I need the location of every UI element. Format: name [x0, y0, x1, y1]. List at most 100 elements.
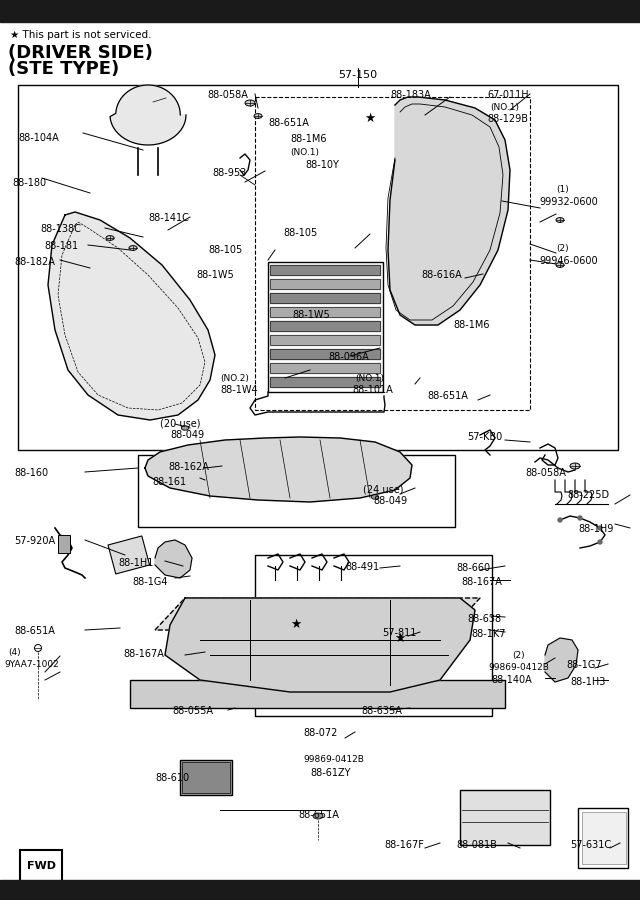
Text: 88-10Y: 88-10Y: [305, 160, 339, 170]
Text: 88-651A: 88-651A: [298, 810, 339, 820]
Text: (NO.1): (NO.1): [490, 103, 519, 112]
Text: 88-651A: 88-651A: [268, 118, 309, 128]
Bar: [270, 265, 380, 275]
Text: 57-150: 57-150: [339, 70, 378, 80]
Text: 88-141C: 88-141C: [148, 213, 189, 223]
Bar: [270, 279, 380, 289]
Bar: [20, 850, 62, 882]
Text: 88-055A: 88-055A: [172, 706, 213, 716]
Text: 88-167A: 88-167A: [461, 577, 502, 587]
Text: (NO.1): (NO.1): [355, 374, 384, 383]
Text: 88-953: 88-953: [212, 168, 246, 178]
Ellipse shape: [181, 426, 189, 430]
Text: 57-811: 57-811: [382, 628, 417, 638]
Ellipse shape: [558, 518, 562, 522]
Bar: [138, 455, 455, 527]
Bar: [270, 349, 380, 359]
Text: 9YAA7-1002: 9YAA7-1002: [4, 660, 59, 669]
Polygon shape: [48, 212, 215, 420]
Text: 88-138C: 88-138C: [40, 224, 81, 234]
Text: 88-660: 88-660: [456, 563, 490, 573]
Ellipse shape: [35, 644, 42, 652]
Text: 88-182A: 88-182A: [14, 257, 55, 267]
Text: 88-181: 88-181: [44, 241, 78, 251]
Text: 57-KB0: 57-KB0: [467, 432, 502, 442]
Ellipse shape: [556, 263, 564, 267]
Text: ★ This part is not serviced.: ★ This part is not serviced.: [10, 30, 152, 40]
Bar: [0, 880, 640, 900]
Bar: [270, 363, 380, 373]
Text: 88-104A: 88-104A: [18, 133, 59, 143]
Text: (NO.2): (NO.2): [220, 374, 249, 383]
Bar: [270, 335, 380, 345]
Text: (1): (1): [556, 185, 569, 194]
Bar: [130, 680, 505, 708]
Bar: [182, 762, 230, 793]
Text: 88-161: 88-161: [152, 477, 186, 487]
Text: 88-096A: 88-096A: [328, 352, 369, 362]
Bar: [270, 307, 380, 317]
Text: 67-011H: 67-011H: [487, 90, 529, 100]
Text: 88-049: 88-049: [373, 496, 407, 506]
Ellipse shape: [245, 100, 255, 106]
Text: 99869-0412B: 99869-0412B: [303, 755, 364, 764]
Bar: [270, 321, 380, 331]
Bar: [270, 265, 380, 275]
Text: 88-140A: 88-140A: [491, 675, 532, 685]
Polygon shape: [155, 598, 480, 630]
Text: 99869-0412B: 99869-0412B: [488, 663, 549, 672]
Bar: [255, 97, 530, 410]
Ellipse shape: [254, 113, 262, 119]
Polygon shape: [110, 85, 186, 145]
Text: 88-058A: 88-058A: [525, 468, 566, 478]
Bar: [290, 620, 300, 685]
Text: 88-1H1: 88-1H1: [118, 558, 154, 568]
Bar: [270, 377, 380, 387]
Ellipse shape: [598, 526, 602, 530]
Text: 88-1M6: 88-1M6: [290, 134, 326, 144]
Ellipse shape: [570, 463, 580, 469]
Ellipse shape: [129, 246, 137, 250]
Text: 88-1H9: 88-1H9: [578, 524, 613, 534]
Bar: [270, 279, 380, 289]
Bar: [340, 620, 350, 685]
Text: 88-491: 88-491: [345, 562, 379, 572]
Bar: [255, 555, 492, 716]
Text: (DRIVER SIDE): (DRIVER SIDE): [8, 44, 153, 62]
Bar: [0, 0, 640, 22]
Text: 88-651A: 88-651A: [14, 626, 55, 636]
Text: (2): (2): [512, 651, 525, 660]
Text: (20 use): (20 use): [160, 418, 200, 428]
Text: 88-167A: 88-167A: [123, 649, 164, 659]
Bar: [370, 620, 380, 685]
Text: 88-167F: 88-167F: [384, 840, 424, 850]
Bar: [268, 262, 383, 392]
Text: 88-1G4: 88-1G4: [132, 577, 168, 587]
Text: 88-101A: 88-101A: [352, 385, 393, 395]
Text: 88-225D: 88-225D: [567, 490, 609, 500]
Ellipse shape: [313, 813, 323, 819]
Text: ★: ★: [364, 112, 376, 124]
Text: 57-920A: 57-920A: [14, 536, 55, 546]
Polygon shape: [545, 638, 578, 682]
Bar: [270, 321, 380, 331]
Text: 88-160: 88-160: [14, 468, 48, 478]
Text: 88-610: 88-610: [155, 773, 189, 783]
Text: 88-105: 88-105: [283, 228, 317, 238]
Text: 88-1W4: 88-1W4: [220, 385, 258, 395]
Text: 88-081B: 88-081B: [456, 840, 497, 850]
Text: 88-638: 88-638: [467, 614, 501, 624]
Text: ★: ★: [394, 632, 406, 644]
Polygon shape: [155, 540, 192, 578]
Text: (2): (2): [556, 244, 568, 253]
Ellipse shape: [598, 540, 602, 544]
Text: 88-180: 88-180: [12, 178, 46, 188]
Polygon shape: [145, 437, 412, 502]
Bar: [270, 293, 380, 303]
Ellipse shape: [106, 236, 114, 240]
Text: 88-162A: 88-162A: [168, 462, 209, 472]
Text: 88-105: 88-105: [208, 245, 243, 255]
Text: (STE TYPE): (STE TYPE): [8, 60, 119, 78]
Bar: [270, 293, 380, 303]
Bar: [18, 85, 618, 450]
